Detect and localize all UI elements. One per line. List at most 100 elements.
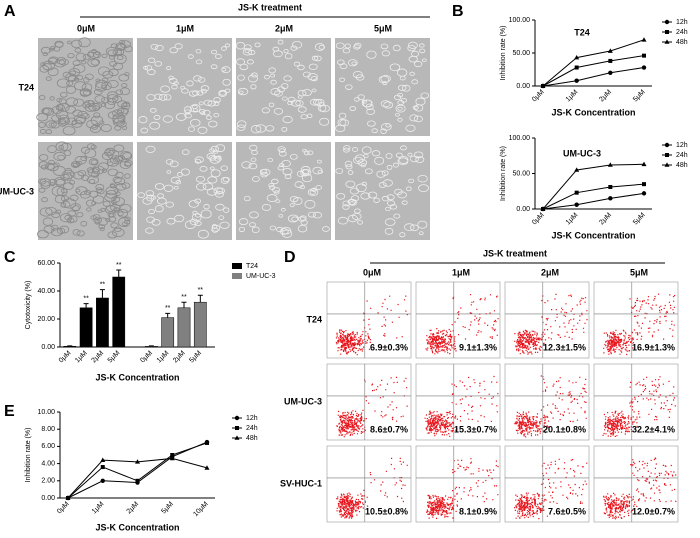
cell-texture xyxy=(36,37,133,136)
bar xyxy=(79,307,93,348)
apoptosis-rate: 32.2±4.1% xyxy=(632,424,675,434)
column-label: 2μM xyxy=(275,23,293,33)
apoptosis-rate: 16.9±1.3% xyxy=(632,342,675,352)
marker xyxy=(574,202,579,207)
flow-events xyxy=(514,293,588,355)
flow-events xyxy=(336,457,408,519)
y-axis-label: Inhibition rate (%) xyxy=(500,146,507,201)
marker xyxy=(205,440,209,445)
panel-letter: D xyxy=(284,249,296,266)
cell-texture xyxy=(238,144,330,238)
marker xyxy=(540,206,546,211)
bar xyxy=(112,276,126,348)
marker xyxy=(574,167,580,172)
legend-marker xyxy=(235,426,239,430)
column-label: 1μM xyxy=(176,23,194,33)
apoptosis-rate: 12.0±0.7% xyxy=(632,506,675,516)
apoptosis-rate: 7.6±0.5% xyxy=(548,506,586,516)
legend-marker xyxy=(664,162,670,167)
legend-marker xyxy=(664,142,670,148)
legend-label: 48h xyxy=(246,435,258,442)
legend-label: 12h xyxy=(246,415,258,422)
error-bar xyxy=(165,312,171,318)
series-line xyxy=(542,55,645,87)
marker xyxy=(608,58,613,63)
flow-events xyxy=(602,376,676,437)
cell-texture xyxy=(37,141,133,239)
marker xyxy=(642,182,646,187)
row-label: T24 xyxy=(18,82,34,92)
apoptosis-rate: 10.5±0.8% xyxy=(365,506,408,516)
y-tick-label: 0.00 xyxy=(516,83,530,90)
row-label: UM-UC-3 xyxy=(284,396,322,406)
marker xyxy=(641,191,647,196)
significance: ** xyxy=(181,294,187,301)
panel-letter: C xyxy=(4,249,16,266)
bar xyxy=(63,346,77,348)
bar xyxy=(145,346,158,348)
micrograph xyxy=(236,142,331,240)
apoptosis-rate: 6.9±0.3% xyxy=(370,342,408,352)
panel-letter: A xyxy=(4,3,16,20)
flow-plot xyxy=(415,445,501,523)
error-bar xyxy=(116,269,122,277)
legend-marker xyxy=(665,30,669,34)
panel-header: JS-K treatment xyxy=(483,248,547,258)
legend-label: UM-UC-3 xyxy=(246,273,276,280)
significance: ** xyxy=(83,295,89,302)
marker xyxy=(135,459,140,464)
column-label: 2μM xyxy=(541,267,559,277)
legend-label: 24h xyxy=(676,29,688,36)
flow-events xyxy=(603,457,677,520)
cell-texture xyxy=(137,144,230,239)
y-tick-label: 50.00 xyxy=(512,170,530,177)
marker xyxy=(607,48,613,53)
panel-header: JS-K treatment xyxy=(238,2,302,12)
marker xyxy=(100,457,106,462)
marker xyxy=(641,37,647,42)
y-axis-label: Cytotoxicity (%) xyxy=(25,281,32,330)
marker xyxy=(204,465,210,470)
flow-events xyxy=(603,293,676,356)
apoptosis-rate: 12.3±1.5% xyxy=(543,342,586,352)
cell-texture xyxy=(335,145,429,238)
y-tick-label: 100.00 xyxy=(509,135,531,142)
y-tick-label: 100.00 xyxy=(509,17,531,24)
legend-marker xyxy=(664,39,670,44)
marker xyxy=(135,478,140,483)
y-tick-label: 20.00 xyxy=(37,316,55,323)
error-bar xyxy=(99,289,105,298)
significance: ** xyxy=(116,262,122,269)
legend-label: 48h xyxy=(676,162,688,169)
error-bar xyxy=(197,294,203,303)
legend-label: 12h xyxy=(676,142,688,149)
y-tick-label: 40.00 xyxy=(37,288,55,295)
marker xyxy=(574,78,579,83)
row-label: SV-HUC-1 xyxy=(280,478,322,488)
chart-title: T24 xyxy=(574,27,590,37)
column-label: 5μM xyxy=(630,267,648,277)
x-axis-label: JS-K Concentration xyxy=(95,522,179,532)
legend-marker xyxy=(234,435,240,440)
apoptosis-rate: 8.6±0.7% xyxy=(370,424,408,434)
marker xyxy=(574,55,580,60)
y-tick-label: 60.00 xyxy=(37,260,55,267)
legend-swatch xyxy=(232,263,242,269)
y-tick-label: 0.00 xyxy=(41,344,55,351)
row-label: UM-UC-3 xyxy=(0,186,34,196)
legend-marker xyxy=(664,19,670,25)
series-line xyxy=(542,39,645,87)
y-axis-label: Inhibition rate (%) xyxy=(500,26,507,81)
panel-letter: B xyxy=(452,3,464,20)
flow-events xyxy=(424,375,499,437)
apoptosis-rate: 20.1±0.8% xyxy=(543,424,586,434)
significance: ** xyxy=(198,287,204,294)
apoptosis-rate: 15.3±0.7% xyxy=(454,424,497,434)
marker xyxy=(574,65,579,70)
marker xyxy=(608,70,613,76)
bar xyxy=(177,307,191,348)
legend-label: 48h xyxy=(676,39,688,46)
series-line xyxy=(542,163,645,210)
y-tick-label: 50.00 xyxy=(512,50,530,57)
